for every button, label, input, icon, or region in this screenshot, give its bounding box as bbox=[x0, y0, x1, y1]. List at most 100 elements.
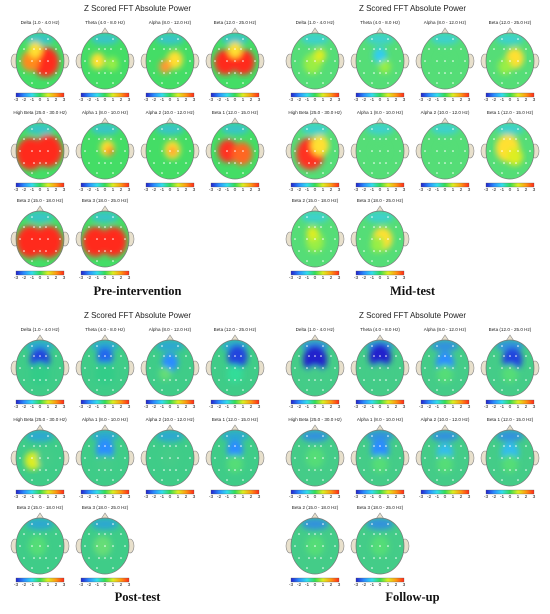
topomap-delta: Delta (1.0 - 4.0 Hz) -3 -2 -1 0 1 2 3 bbox=[10, 327, 70, 417]
colorbar-tick-label: 3 bbox=[337, 276, 341, 281]
colorbar bbox=[485, 92, 535, 98]
head-map bbox=[415, 424, 475, 495]
electrode-dot bbox=[84, 367, 86, 369]
map-label: Alpha 2 (10.0 - 12.0 Hz) bbox=[145, 110, 195, 115]
colorbar-tick-label: 3 bbox=[402, 188, 406, 193]
electrode-dot bbox=[112, 545, 114, 547]
colorbar-tick-label: 0 bbox=[38, 583, 42, 588]
map-label: Beta (12.0 - 25.0 Hz) bbox=[213, 327, 257, 332]
electrode-dot bbox=[19, 150, 21, 152]
activity-blob bbox=[168, 146, 177, 156]
colorbar-ticks: -3 -2 -1 0 1 2 3 bbox=[75, 188, 135, 194]
colorbar-tick-label: 2 bbox=[524, 98, 528, 103]
electrode-dot bbox=[294, 60, 296, 62]
colorbar bbox=[210, 182, 260, 188]
electrode-dot bbox=[517, 150, 519, 152]
electrode-dot bbox=[385, 72, 387, 74]
electrode-dot bbox=[298, 162, 300, 164]
electrode-dot bbox=[47, 345, 49, 347]
head-outline bbox=[15, 210, 65, 268]
colorbar-tick-label: 2 bbox=[394, 188, 398, 193]
colorbar-tick-label: 1 bbox=[451, 188, 455, 193]
colorbar-tick-label: 3 bbox=[467, 188, 471, 193]
panel-follow-up: Z Scored FFT Absolute Power Follow-up De… bbox=[275, 307, 550, 614]
map-label: Delta (1.0 - 4.0 Hz) bbox=[20, 20, 60, 25]
colorbar-tick-label: -3 bbox=[418, 98, 424, 103]
electrode-dot bbox=[31, 389, 33, 391]
electrode-dot bbox=[373, 72, 375, 74]
colorbar bbox=[80, 577, 130, 583]
electrode-dot bbox=[399, 150, 401, 152]
colorbar-tick-label: -1 bbox=[29, 98, 35, 103]
electrode-dot bbox=[39, 379, 41, 381]
head-outline bbox=[15, 517, 65, 575]
colorbar-tick-label: -2 bbox=[361, 405, 367, 410]
colorbar bbox=[355, 399, 405, 405]
electrode-dot bbox=[450, 48, 452, 50]
head-outline bbox=[210, 339, 260, 397]
colorbar-tick-label: 0 bbox=[378, 188, 382, 193]
colorbar bbox=[80, 92, 130, 98]
head-map bbox=[140, 334, 200, 405]
colorbar-tick-label: -3 bbox=[353, 98, 359, 103]
topomap-beta-1: Beta 1 (12.0 - 15.0 Hz) -3 -2 -1 0 1 2 3 bbox=[205, 417, 265, 507]
electrode-dot bbox=[501, 150, 503, 152]
activity-blob bbox=[93, 535, 112, 557]
electrode-dot bbox=[515, 355, 517, 357]
map-label: Alpha (8.0 - 12.0 Hz) bbox=[423, 327, 467, 332]
colorbar bbox=[290, 92, 340, 98]
electrode-dot bbox=[444, 457, 446, 459]
colorbar-tick-label: -3 bbox=[13, 98, 19, 103]
activity-blob bbox=[372, 454, 388, 473]
head-map bbox=[140, 117, 200, 188]
electrode-dot bbox=[31, 545, 33, 547]
electrode-dot bbox=[98, 557, 100, 559]
map-label: Alpha (8.0 - 12.0 Hz) bbox=[423, 20, 467, 25]
head-outline bbox=[420, 32, 470, 90]
colorbar-tick-label: 2 bbox=[119, 405, 123, 410]
colorbar-tick-label: 2 bbox=[329, 276, 333, 281]
electrode-dot bbox=[385, 355, 387, 357]
head-map bbox=[205, 334, 265, 405]
colorbar-tick-label: 1 bbox=[176, 495, 180, 500]
topomap-alpha-1: Alpha 1 (8.0 - 10.0 Hz) -3 -2 -1 0 1 2 3 bbox=[75, 110, 135, 200]
topomap-beta: Beta (12.0 - 25.0 Hz) -3 -2 -1 0 1 2 3 bbox=[205, 20, 265, 110]
electrode-dot bbox=[228, 445, 230, 447]
colorbar-tick-label: -2 bbox=[216, 98, 222, 103]
electrode-dot bbox=[88, 355, 90, 357]
colorbar-tick-label: 1 bbox=[111, 98, 115, 103]
electrode-dot bbox=[226, 479, 228, 481]
colorbar-tick-label: -3 bbox=[208, 495, 214, 500]
colorbar-tick-label: -2 bbox=[21, 583, 27, 588]
head-outline bbox=[210, 32, 260, 90]
colorbar-tick-label: 3 bbox=[337, 98, 341, 103]
colorbar-tick-label: -1 bbox=[304, 276, 310, 281]
electrode-dot bbox=[330, 469, 332, 471]
colorbar-tick-label: 3 bbox=[192, 188, 196, 193]
electrode-dot bbox=[387, 545, 389, 547]
colorbar-ticks: -3 -2 -1 0 1 2 3 bbox=[285, 276, 345, 282]
electrode-dot bbox=[254, 150, 256, 152]
phase-label: Mid-test bbox=[389, 284, 436, 298]
electrode-dot bbox=[322, 545, 324, 547]
electrode-dot bbox=[112, 435, 114, 437]
electrode-dot bbox=[385, 557, 387, 559]
electrode-dot bbox=[19, 545, 21, 547]
colorbar-ticks: -3 -2 -1 0 1 2 3 bbox=[75, 276, 135, 282]
electrode-dot bbox=[379, 138, 381, 140]
activity-blob bbox=[371, 439, 389, 460]
electrode-dot bbox=[428, 355, 430, 357]
electrode-dot bbox=[320, 379, 322, 381]
electrode-dot bbox=[242, 435, 244, 437]
electrode-dot bbox=[363, 445, 365, 447]
electrode-dot bbox=[254, 367, 256, 369]
electrode-dot bbox=[31, 60, 33, 62]
electrode-dot bbox=[515, 379, 517, 381]
colorbar bbox=[355, 577, 405, 583]
electrode-dot bbox=[110, 469, 112, 471]
activity-blob bbox=[303, 345, 327, 374]
colorbar-tick-label: 1 bbox=[386, 583, 390, 588]
electrode-dot bbox=[23, 445, 25, 447]
electrode-dot bbox=[460, 355, 462, 357]
electrode-dot bbox=[322, 216, 324, 218]
